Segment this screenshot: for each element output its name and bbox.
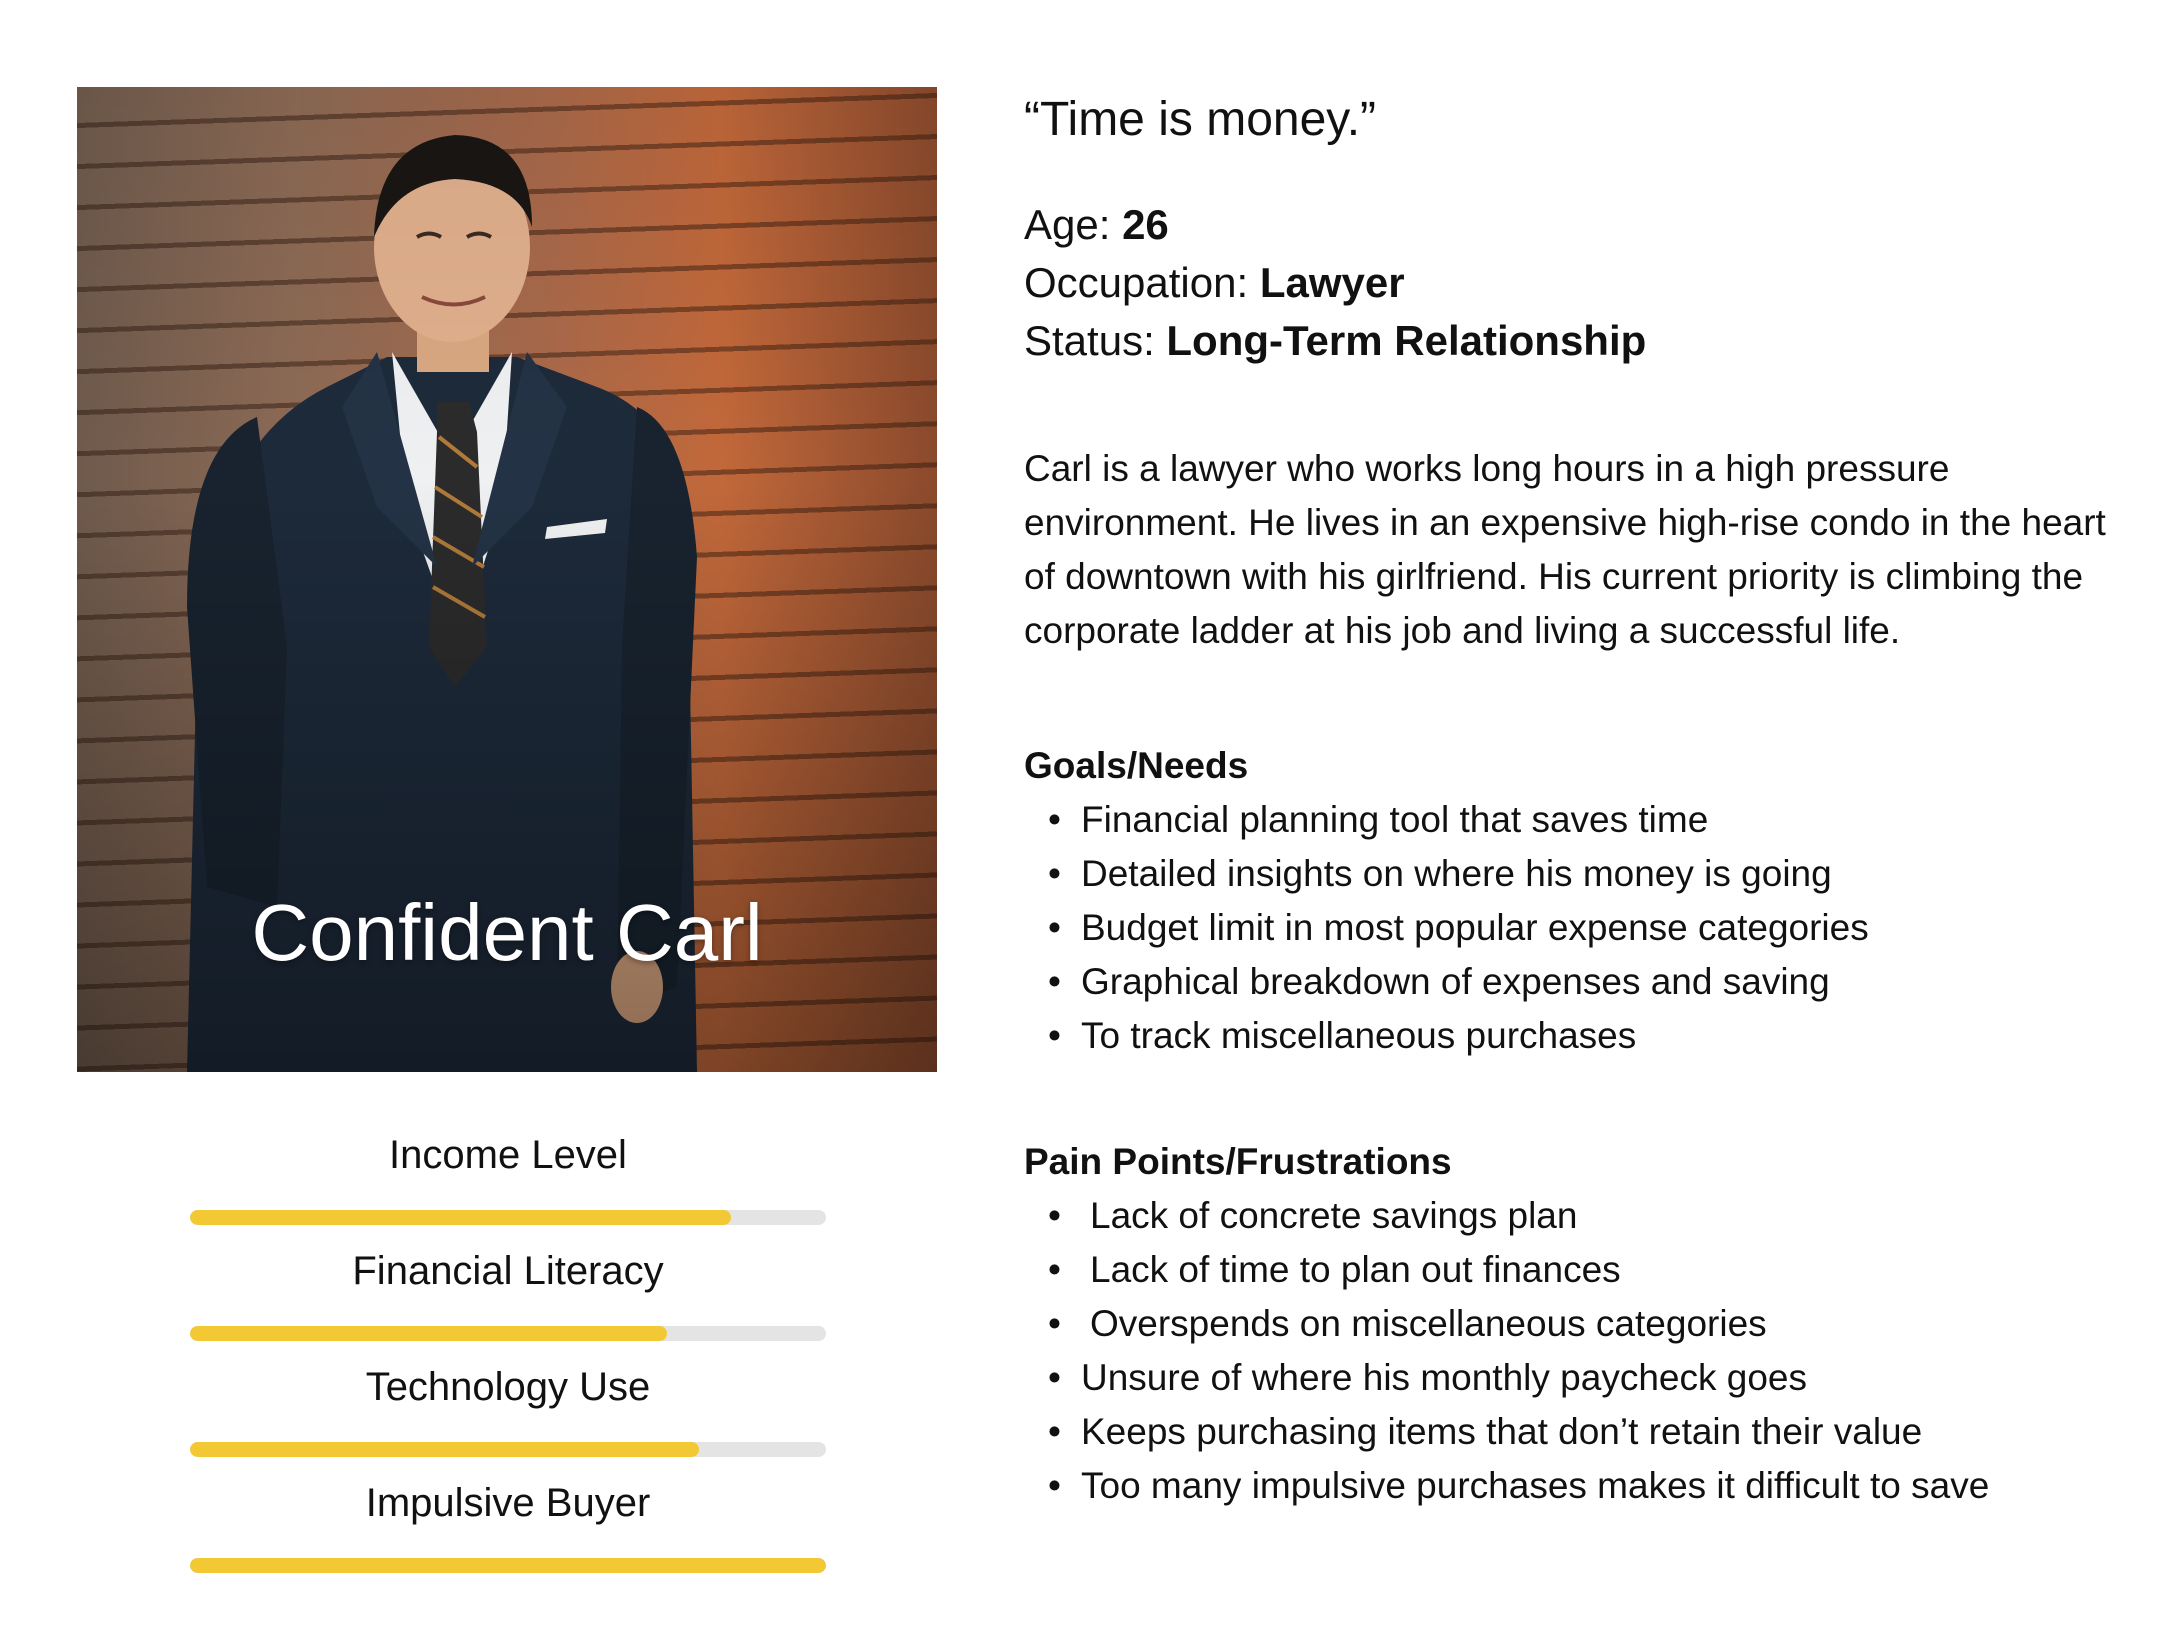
meter-technology-use: Technology Use bbox=[190, 1367, 826, 1483]
age-label: Age: bbox=[1024, 201, 1123, 248]
pain-points-title: Pain Points/Frustrations bbox=[1024, 1141, 1452, 1182]
age-row: Age: 26 bbox=[1024, 196, 2134, 254]
list-item: • Overspends on miscellaneous categories bbox=[1024, 1297, 2134, 1351]
meter-track bbox=[190, 1326, 826, 1341]
persona-quote: “Time is money.” bbox=[1024, 93, 1377, 146]
bullet-icon: • bbox=[1048, 853, 1061, 894]
bullet-icon: • bbox=[1048, 1465, 1061, 1506]
meter-track bbox=[190, 1442, 826, 1457]
bullet-icon: • bbox=[1048, 1015, 1061, 1056]
meter-label: Technology Use bbox=[365, 1365, 651, 1409]
bullet-icon: • bbox=[1048, 1303, 1061, 1344]
bullet-icon: • bbox=[1048, 961, 1061, 1002]
meter-fill bbox=[190, 1558, 826, 1573]
attribute-meters: Income Level Financial Literacy Technolo… bbox=[190, 1135, 826, 1599]
status-label: Status: bbox=[1024, 317, 1167, 364]
list-item: • Lack of time to plan out finances bbox=[1024, 1243, 2134, 1297]
bullet-icon: • bbox=[1048, 1357, 1061, 1398]
occupation-value: Lawyer bbox=[1259, 259, 1405, 306]
meter-financial-literacy: Financial Literacy bbox=[190, 1251, 826, 1367]
list-item: • Graphical breakdown of expenses and sav… bbox=[1024, 955, 2134, 1009]
meter-impulsive-buyer: Impulsive Buyer bbox=[190, 1483, 826, 1599]
pain-points-list: • Lack of concrete savings plan • Lack of … bbox=[1024, 1189, 2134, 1513]
list-item: • Keeps purchasing items that don’t retai… bbox=[1024, 1405, 2134, 1459]
occupation-label: Occupation: bbox=[1024, 259, 1260, 306]
meter-label: Financial Literacy bbox=[352, 1249, 664, 1293]
meter-label: Impulsive Buyer bbox=[365, 1481, 651, 1525]
bullet-icon: • bbox=[1048, 799, 1061, 840]
persona-photo: Confident Carl bbox=[77, 87, 937, 1072]
occupation-row: Occupation: Lawyer bbox=[1024, 254, 2134, 312]
meter-fill bbox=[190, 1326, 667, 1341]
meter-track bbox=[190, 1558, 826, 1573]
persona-details: “Time is money.” Age: 26 Occupation: Law… bbox=[1024, 88, 2134, 1513]
list-item: • To track miscellaneous purchases bbox=[1024, 1009, 2134, 1063]
bullet-icon: • bbox=[1048, 1195, 1061, 1236]
list-item: • Detailed insights on where his money is… bbox=[1024, 847, 2134, 901]
bullet-icon: • bbox=[1048, 1249, 1061, 1290]
bullet-icon: • bbox=[1048, 1411, 1061, 1452]
bullet-icon: • bbox=[1048, 907, 1061, 948]
persona-bio: Carl is a lawyer who works long hours in… bbox=[1024, 448, 2106, 651]
list-item: • Financial planning tool that saves time bbox=[1024, 793, 2134, 847]
persona-portrait-illustration bbox=[187, 135, 697, 1072]
list-item: • Lack of concrete savings plan bbox=[1024, 1189, 2134, 1243]
list-item: • Unsure of where his monthly paycheck go… bbox=[1024, 1351, 2134, 1405]
list-item: • Budget limit in most popular expense ca… bbox=[1024, 901, 2134, 955]
goals-list: • Financial planning tool that saves time… bbox=[1024, 793, 2134, 1063]
meter-fill bbox=[190, 1210, 731, 1225]
meter-fill bbox=[190, 1442, 699, 1457]
status-value: Long-Term Relationship bbox=[1166, 317, 1647, 364]
meter-track bbox=[190, 1210, 826, 1225]
meter-label: Income Level bbox=[389, 1133, 627, 1177]
goals-section: Goals/Needs • Financial planning tool tha… bbox=[1024, 739, 2134, 1063]
pain-points-section: Pain Points/Frustrations • Lack of concre… bbox=[1024, 1135, 2134, 1513]
persona-facts: Age: 26 Occupation: Lawyer Status: Long-… bbox=[1024, 196, 2134, 370]
meter-income-level: Income Level bbox=[190, 1135, 826, 1251]
goals-title: Goals/Needs bbox=[1024, 745, 1249, 786]
age-value: 26 bbox=[1122, 201, 1169, 248]
persona-name: Confident Carl bbox=[251, 888, 763, 977]
list-item: • Too many impulsive purchases makes it d… bbox=[1024, 1459, 2134, 1513]
status-row: Status: Long-Term Relationship bbox=[1024, 312, 2134, 370]
